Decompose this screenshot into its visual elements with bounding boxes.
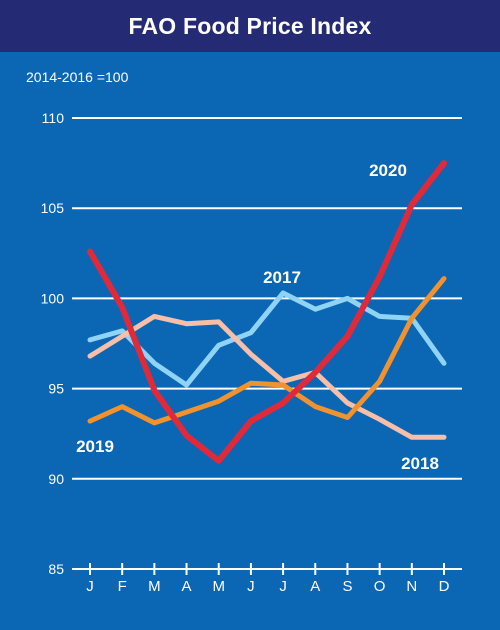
- x-tick-label: J: [247, 578, 255, 595]
- series-line-2019: [87, 276, 447, 426]
- series-lines: [87, 160, 447, 464]
- y-tick-label: 90: [48, 471, 64, 487]
- x-tick-label: J: [86, 578, 94, 595]
- gridlines: [72, 117, 462, 480]
- x-tick-label: M: [148, 578, 161, 595]
- x-tick-label: O: [374, 578, 386, 595]
- line-chart: 2014-2016 =100 85 90 95 100 105 110 J F M A M J J A S…: [26, 69, 462, 595]
- series-line-2020: [87, 160, 447, 464]
- series-label-2017: 2017: [263, 268, 301, 287]
- series-line-2018: [87, 313, 447, 440]
- x-tick-label: A: [310, 578, 320, 595]
- y-tick-label: 100: [41, 290, 65, 306]
- chart-subtitle: 2014-2016 =100: [26, 69, 129, 85]
- y-axis-tick-labels: 85 90 95 100 105 110: [41, 110, 65, 577]
- y-tick-label: 110: [42, 110, 65, 126]
- y-tick-label: 85: [48, 561, 64, 577]
- series-label-2020: 2020: [369, 161, 407, 180]
- series-label-2018: 2018: [401, 454, 439, 473]
- x-tick-label: F: [118, 578, 127, 595]
- x-tick-label: S: [342, 578, 352, 595]
- y-tick-label: 95: [48, 381, 64, 397]
- x-tick-label: N: [406, 578, 417, 595]
- series-labels: 2017 2018 2019 2020: [76, 161, 439, 473]
- chart-header: FAO Food Price Index: [0, 0, 500, 52]
- x-tick-label: J: [279, 578, 287, 595]
- y-tick-label: 105: [41, 200, 65, 216]
- series-line-2017: [87, 290, 447, 388]
- x-tick-label: D: [439, 578, 450, 595]
- x-tick-label: A: [182, 578, 192, 595]
- chart-title: FAO Food Price Index: [128, 12, 372, 39]
- x-tick-label: M: [212, 578, 225, 595]
- series-label-2019: 2019: [76, 437, 114, 456]
